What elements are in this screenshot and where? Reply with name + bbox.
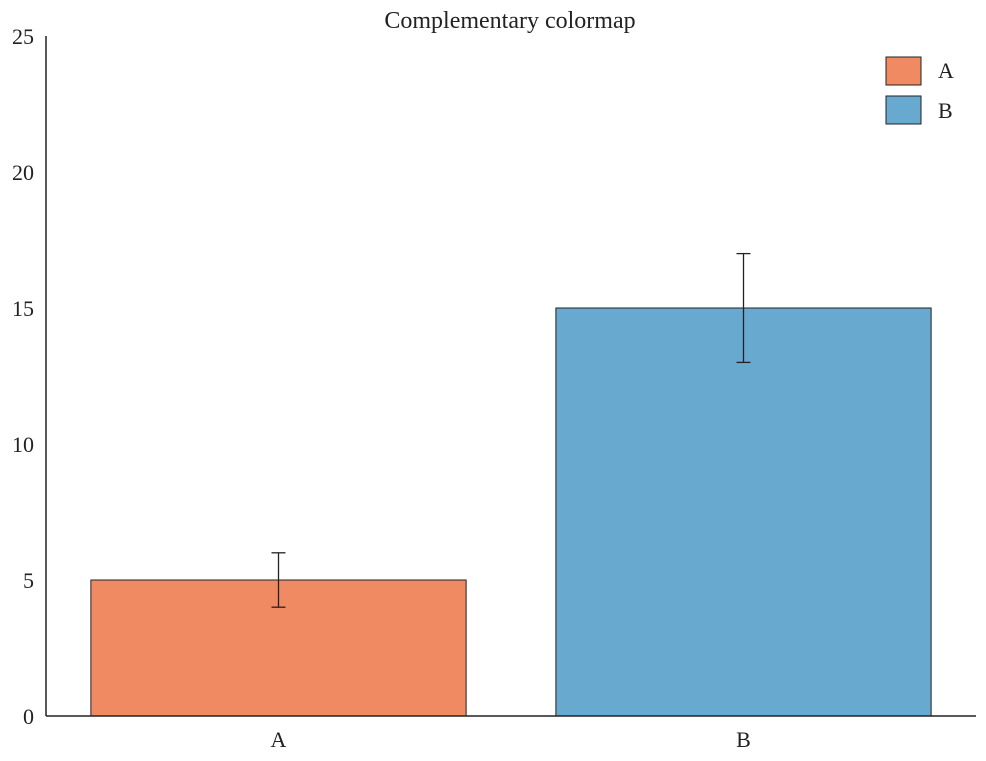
x-tick-label: A [271, 727, 287, 752]
legend-label-b: B [938, 98, 953, 123]
legend-swatch-a [885, 56, 922, 86]
error-bar-b [736, 252, 751, 364]
x-tick-label: B [736, 727, 751, 752]
error-bar-a [271, 552, 286, 608]
y-tick-label: 25 [12, 24, 34, 49]
legend-swatch-b [885, 95, 922, 125]
y-tick-label: 5 [23, 568, 34, 593]
error-bars [271, 252, 751, 608]
bars [90, 307, 932, 717]
chart-title: Complementary colormap [384, 8, 635, 34]
y-tick-label: 15 [12, 296, 34, 321]
y-tick-label: 20 [12, 160, 34, 185]
y-axis-ticks: 0 5 10 15 20 25 [12, 24, 34, 729]
y-tick-label: 0 [23, 704, 34, 729]
legend-label-a: A [938, 58, 954, 83]
bar-b [555, 307, 932, 717]
y-tick-label: 10 [12, 432, 34, 457]
legend: A B [885, 56, 954, 125]
